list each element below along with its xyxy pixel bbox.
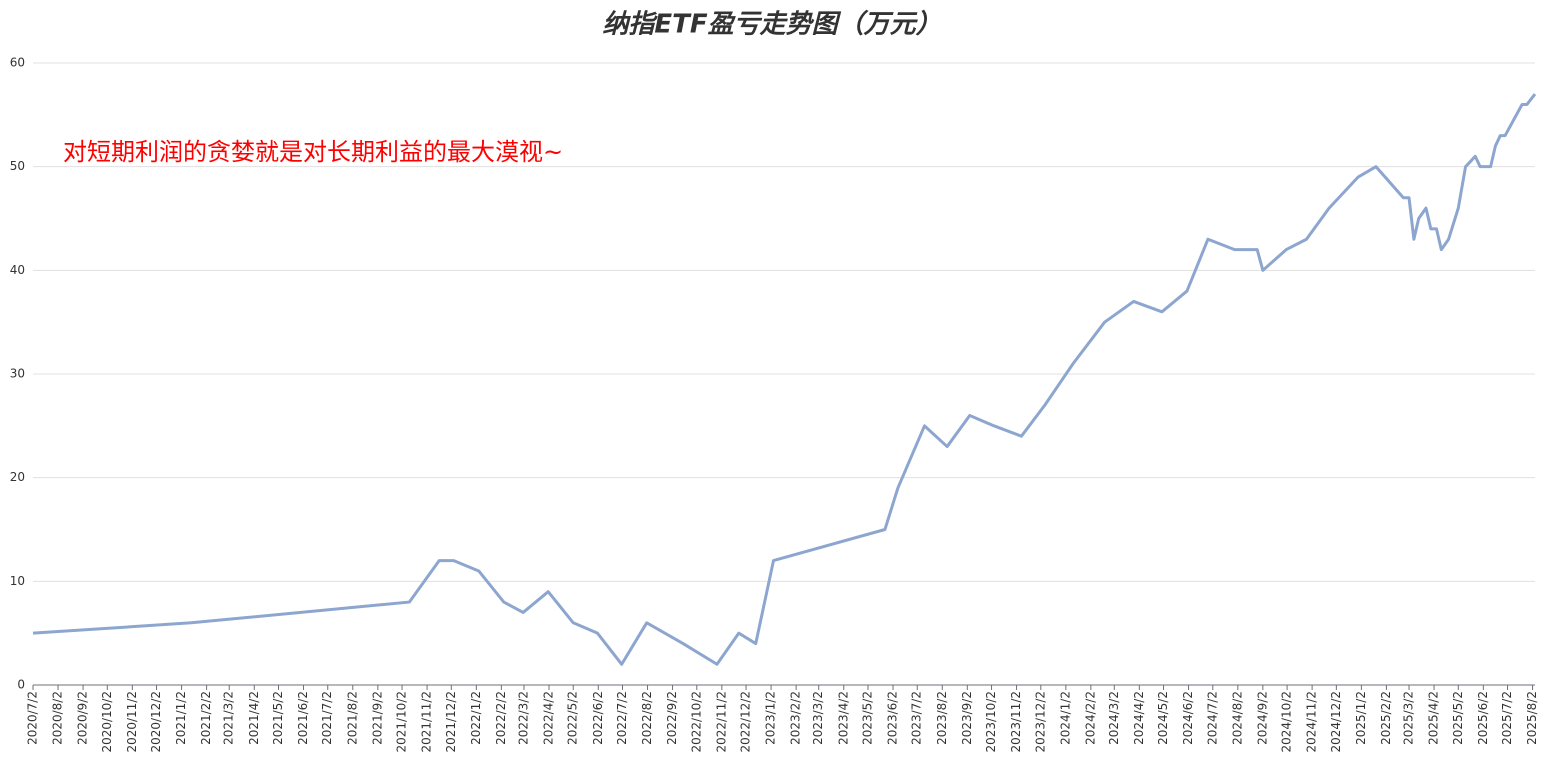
x-tick-label: 2022/1/2 [469, 691, 483, 745]
x-tick-label: 2023/2/2 [789, 691, 803, 745]
x-tick-label: 2024/6/2 [1181, 691, 1195, 745]
x-tick-label: 2023/10/2 [984, 691, 998, 753]
x-tick-label: 2022/8/2 [640, 691, 654, 745]
x-tick-label: 2022/6/2 [591, 691, 605, 745]
x-tick-label: 2023/7/2 [910, 691, 924, 745]
x-tick-label: 2022/12/2 [739, 691, 753, 753]
line [32, 93, 1537, 666]
x-tick-label: 2020/9/2 [76, 691, 90, 745]
x-tick-label: 2022/11/2 [714, 691, 728, 753]
x-tick-label: 2021/7/2 [320, 691, 334, 745]
x-tick-label: 2023/4/2 [836, 691, 850, 745]
x-tick-label: 2022/4/2 [542, 691, 556, 745]
x-tick-label: 2021/5/2 [271, 691, 285, 745]
y-tick-label: 50 [10, 159, 25, 173]
x-tick-label: 2023/3/2 [811, 691, 825, 745]
x-tick-label: 2025/2/2 [1379, 691, 1393, 745]
x-tick-label: 2025/3/2 [1402, 691, 1416, 745]
x-tick-label: 2023/1/2 [764, 691, 778, 745]
y-tick-label: 20 [10, 470, 25, 484]
x-tick-label: 2020/7/2 [26, 691, 40, 745]
x-tick-label: 2024/3/2 [1107, 691, 1121, 745]
x-tick-label: 2025/5/2 [1451, 691, 1465, 745]
x-tick-label: 2024/8/2 [1230, 691, 1244, 745]
x-tick-label: 2021/3/2 [222, 691, 236, 745]
y-tick-label: 40 [10, 263, 25, 277]
x-tick-label: 2022/3/2 [516, 691, 530, 745]
x-tick-label: 2023/9/2 [960, 691, 974, 745]
x-tick-label: 2021/1/2 [174, 691, 188, 745]
x-tick-label: 2021/11/2 [420, 691, 434, 753]
x-tick-label: 2020/8/2 [51, 691, 65, 745]
chart-title: 纳指ETF盈亏走势图（万元） [602, 10, 941, 40]
x-tick-label: 2024/1/2 [1058, 691, 1072, 745]
x-tick-label: 2025/8/2 [1525, 691, 1539, 745]
x-tick-label: 2024/12/2 [1329, 691, 1343, 753]
x-tick-label: 2022/9/2 [665, 691, 679, 745]
x-tick-label: 2024/11/2 [1305, 691, 1319, 753]
x-tick-label: 2021/10/2 [395, 691, 409, 753]
x-tick-label: 2021/8/2 [345, 691, 359, 745]
x-tick-label: 2022/5/2 [566, 691, 580, 745]
x-tick-label: 2024/2/2 [1083, 691, 1097, 745]
x-tick-label: 2021/9/2 [370, 691, 384, 745]
x-tick-label: 2023/11/2 [1009, 691, 1023, 753]
x-tick-label: 2021/2/2 [199, 691, 213, 745]
x-tick-label: 2021/4/2 [247, 691, 261, 745]
x-tick-label: 2022/10/2 [689, 691, 703, 753]
x-tick-label: 2024/7/2 [1205, 691, 1219, 745]
x-tick-label: 2020/11/2 [125, 691, 139, 753]
x-tick-label: 2024/10/2 [1280, 691, 1294, 753]
x-tick-label: 2023/6/2 [886, 691, 900, 745]
x-tick-label: 2020/10/2 [100, 691, 114, 753]
x-tick-label: 2024/5/2 [1156, 691, 1170, 745]
x-tick-label: 2022/7/2 [615, 691, 629, 745]
y-tick-label: 0 [17, 678, 25, 692]
x-tick-label: 2025/7/2 [1500, 691, 1514, 745]
x-tick-label: 2023/5/2 [860, 691, 874, 745]
x-tick-label: 2025/6/2 [1476, 691, 1490, 745]
y-tick-label: 60 [10, 56, 25, 70]
x-tick-label: 2025/4/2 [1427, 691, 1441, 745]
x-tick-label: 2021/6/2 [296, 691, 310, 745]
x-tick-label: 2020/12/2 [149, 691, 163, 753]
x-tick-label: 2022/2/2 [494, 691, 508, 745]
y-tick-label: 30 [10, 367, 25, 381]
y-tick-label: 10 [10, 574, 25, 588]
x-tick-label: 2025/1/2 [1354, 691, 1368, 745]
x-tick-label: 2023/12/2 [1033, 691, 1047, 753]
x-tick-label: 2024/9/2 [1255, 691, 1269, 745]
x-tick-label: 2024/4/2 [1132, 691, 1146, 745]
x-tick-label: 2023/8/2 [935, 691, 949, 745]
x-tick-label: 2021/12/2 [444, 691, 458, 753]
annotation: 对短期利润的贪婪就是对长期利益的最大漠视~ [63, 138, 563, 166]
